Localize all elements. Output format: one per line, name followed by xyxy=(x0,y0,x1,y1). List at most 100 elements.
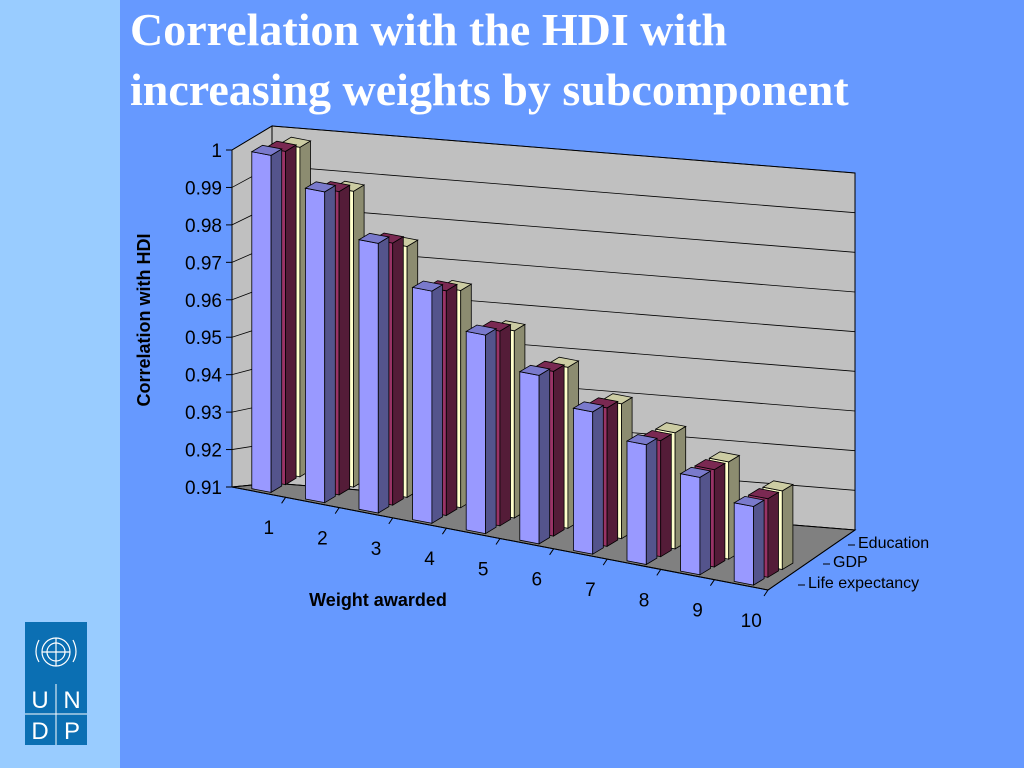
bar-side xyxy=(606,400,619,548)
y-tick-label: 0.94 xyxy=(185,366,222,387)
x-tick-label: 2 xyxy=(317,528,328,549)
bar-top xyxy=(465,324,498,336)
y-tick-label: 0.97 xyxy=(185,253,222,274)
x-tick-label: 3 xyxy=(371,539,382,560)
title-line-2: increasing weights by subcomponent xyxy=(130,64,849,115)
x-tick-mark xyxy=(549,548,555,556)
bar-top xyxy=(693,459,726,471)
bar-side xyxy=(431,283,443,525)
x-tick-mark xyxy=(763,589,769,597)
y-axis-ticks: 0.91 0.92 0.93 0.94 0.95 0.96 0.97 0.98 0.99 1 xyxy=(185,141,232,499)
bar-side xyxy=(324,184,336,504)
bar-side xyxy=(392,235,404,506)
bar xyxy=(357,232,390,514)
x-tick-mark xyxy=(495,538,501,545)
bar-top xyxy=(747,488,780,500)
bar-side xyxy=(699,470,711,576)
bar xyxy=(572,401,605,555)
x-tick-label: 4 xyxy=(424,549,435,570)
bar-side xyxy=(445,283,458,517)
bar xyxy=(250,144,283,494)
bars xyxy=(250,136,794,586)
bar xyxy=(679,466,712,576)
bar xyxy=(465,324,498,535)
x-tick-mark xyxy=(709,579,715,586)
bar xyxy=(733,495,766,586)
bar-side xyxy=(767,491,779,579)
y-tick-label: 0.92 xyxy=(185,441,222,462)
bar-top xyxy=(411,280,444,292)
bar-top xyxy=(357,232,390,244)
bar xyxy=(518,364,551,545)
bar-side xyxy=(285,144,297,486)
x-tick-mark xyxy=(656,569,662,576)
bar-top xyxy=(761,480,794,492)
series-legend: Life expectancy GDP Education xyxy=(798,535,929,592)
bar-top xyxy=(250,144,283,156)
bar-front xyxy=(412,286,433,524)
logo-letter-d: D xyxy=(31,718,48,745)
x-axis-title: Weight awarded xyxy=(309,590,447,610)
legend-label: Life expectancy xyxy=(808,575,919,592)
bar-front xyxy=(304,187,326,504)
y-tick-label: 0.98 xyxy=(185,216,222,237)
logo-letter-p: P xyxy=(64,718,80,745)
bar-front xyxy=(626,440,647,565)
y-tick-label: 0.96 xyxy=(185,291,222,312)
x-tick-label: 6 xyxy=(532,570,543,591)
slide-title: Correlation with the HDI with increasing… xyxy=(130,0,1010,120)
bar-front xyxy=(680,473,701,576)
bar-side xyxy=(377,236,390,514)
y-tick-label: 0.91 xyxy=(185,478,222,499)
x-tick-label: 7 xyxy=(585,580,596,601)
bar-top xyxy=(654,422,687,434)
x-tick-label: 1 xyxy=(264,518,275,539)
x-tick-mark xyxy=(602,558,608,566)
bar-side xyxy=(660,433,672,558)
bar xyxy=(625,434,658,566)
x-tick-label: 8 xyxy=(639,590,650,611)
x-axis-ticks: 1 2 3 4 5 6 7 8 9 10 xyxy=(264,497,769,632)
bar-top xyxy=(625,434,658,446)
bar-side xyxy=(592,404,604,555)
x-tick-mark xyxy=(281,497,287,504)
bar-front xyxy=(573,407,594,555)
y-tick-label: 0.95 xyxy=(185,328,222,349)
bar-front xyxy=(519,371,540,545)
bar-top xyxy=(572,401,605,413)
x-tick-mark xyxy=(334,507,340,514)
gridline-back xyxy=(271,204,856,253)
gridline-back xyxy=(271,165,856,214)
un-emblem-icon xyxy=(35,637,77,667)
logo-letter-n: N xyxy=(63,687,80,714)
bar-top xyxy=(679,466,712,478)
bar-front xyxy=(465,330,486,535)
title-line-1: Correlation with the HDI with xyxy=(130,4,728,55)
bar-side xyxy=(485,327,497,535)
bar-side xyxy=(538,368,551,545)
bar-front xyxy=(358,239,379,514)
bar-side xyxy=(713,462,726,568)
bar-top xyxy=(518,364,551,376)
y-tick-label: 0.99 xyxy=(185,178,222,199)
gridline-back xyxy=(271,125,856,174)
bar-side xyxy=(499,323,511,527)
bar xyxy=(411,280,444,525)
bar-side xyxy=(753,499,765,586)
bar-side xyxy=(338,184,351,496)
bar-side xyxy=(270,148,283,494)
x-tick-mark xyxy=(388,517,394,525)
bar xyxy=(304,181,337,504)
bar-front xyxy=(733,502,754,586)
bar-side xyxy=(781,483,794,571)
y-axis-title: Correlation with HDI xyxy=(134,233,154,406)
x-tick-mark xyxy=(441,527,447,535)
y-tick-label: 0.93 xyxy=(185,403,222,424)
depth-axis-line xyxy=(767,529,856,591)
gridline-side xyxy=(231,125,273,151)
bar-side xyxy=(553,364,565,537)
x-tick-label: 5 xyxy=(478,559,489,580)
x-tick-label: 10 xyxy=(741,611,762,632)
legend-label: Education xyxy=(858,535,929,552)
